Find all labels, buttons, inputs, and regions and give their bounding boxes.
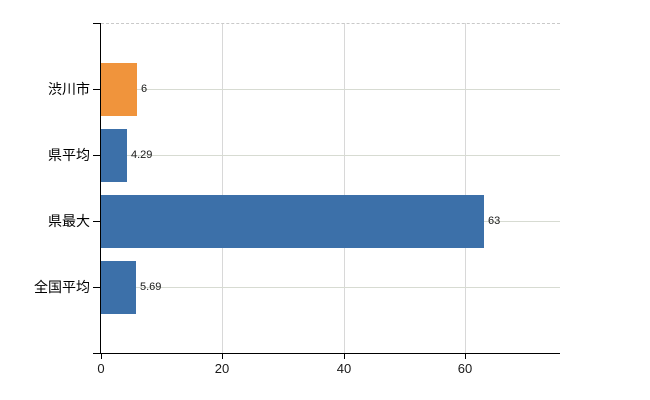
bar-1: [101, 129, 127, 182]
category-label: 渋川市: [48, 81, 90, 97]
x-axis-tick: [344, 354, 345, 359]
vertical-gridline: [343, 23, 345, 353]
y-axis-tick: [93, 221, 100, 222]
y-axis-tick: [93, 287, 100, 288]
category-label: 県平均: [48, 147, 90, 163]
x-axis-tick: [222, 354, 223, 359]
plot-top-border: [101, 23, 560, 24]
bar-3: [101, 261, 136, 314]
bar-value-label: 4.29: [131, 149, 153, 161]
x-axis-tick: [101, 354, 102, 359]
horizontal-gridline: [101, 155, 560, 156]
category-label: 全国平均: [34, 279, 90, 295]
x-tick-label: 20: [214, 361, 230, 376]
bar-2: [101, 195, 484, 248]
bar-value-label: 5.69: [140, 281, 162, 293]
bar-0: [101, 63, 137, 116]
horizontal-gridline: [101, 89, 560, 90]
y-axis-tick: [93, 89, 100, 90]
horizontal-gridline: [101, 287, 560, 288]
bar-value-label: 63: [488, 215, 501, 227]
x-axis-tick: [465, 354, 466, 359]
category-label: 県最大: [48, 213, 90, 229]
vertical-gridline: [465, 23, 467, 353]
x-tick-label: 0: [97, 361, 105, 376]
x-tick-label: 40: [336, 361, 352, 376]
y-axis-tick: [93, 155, 100, 156]
bar-value-label: 6: [141, 83, 148, 95]
x-tick-label: 60: [457, 361, 473, 376]
vertical-gridline: [222, 23, 224, 353]
x-axis-line: [93, 353, 560, 354]
y-axis-line: [100, 23, 101, 354]
y-axis-top-tick: [93, 23, 100, 24]
